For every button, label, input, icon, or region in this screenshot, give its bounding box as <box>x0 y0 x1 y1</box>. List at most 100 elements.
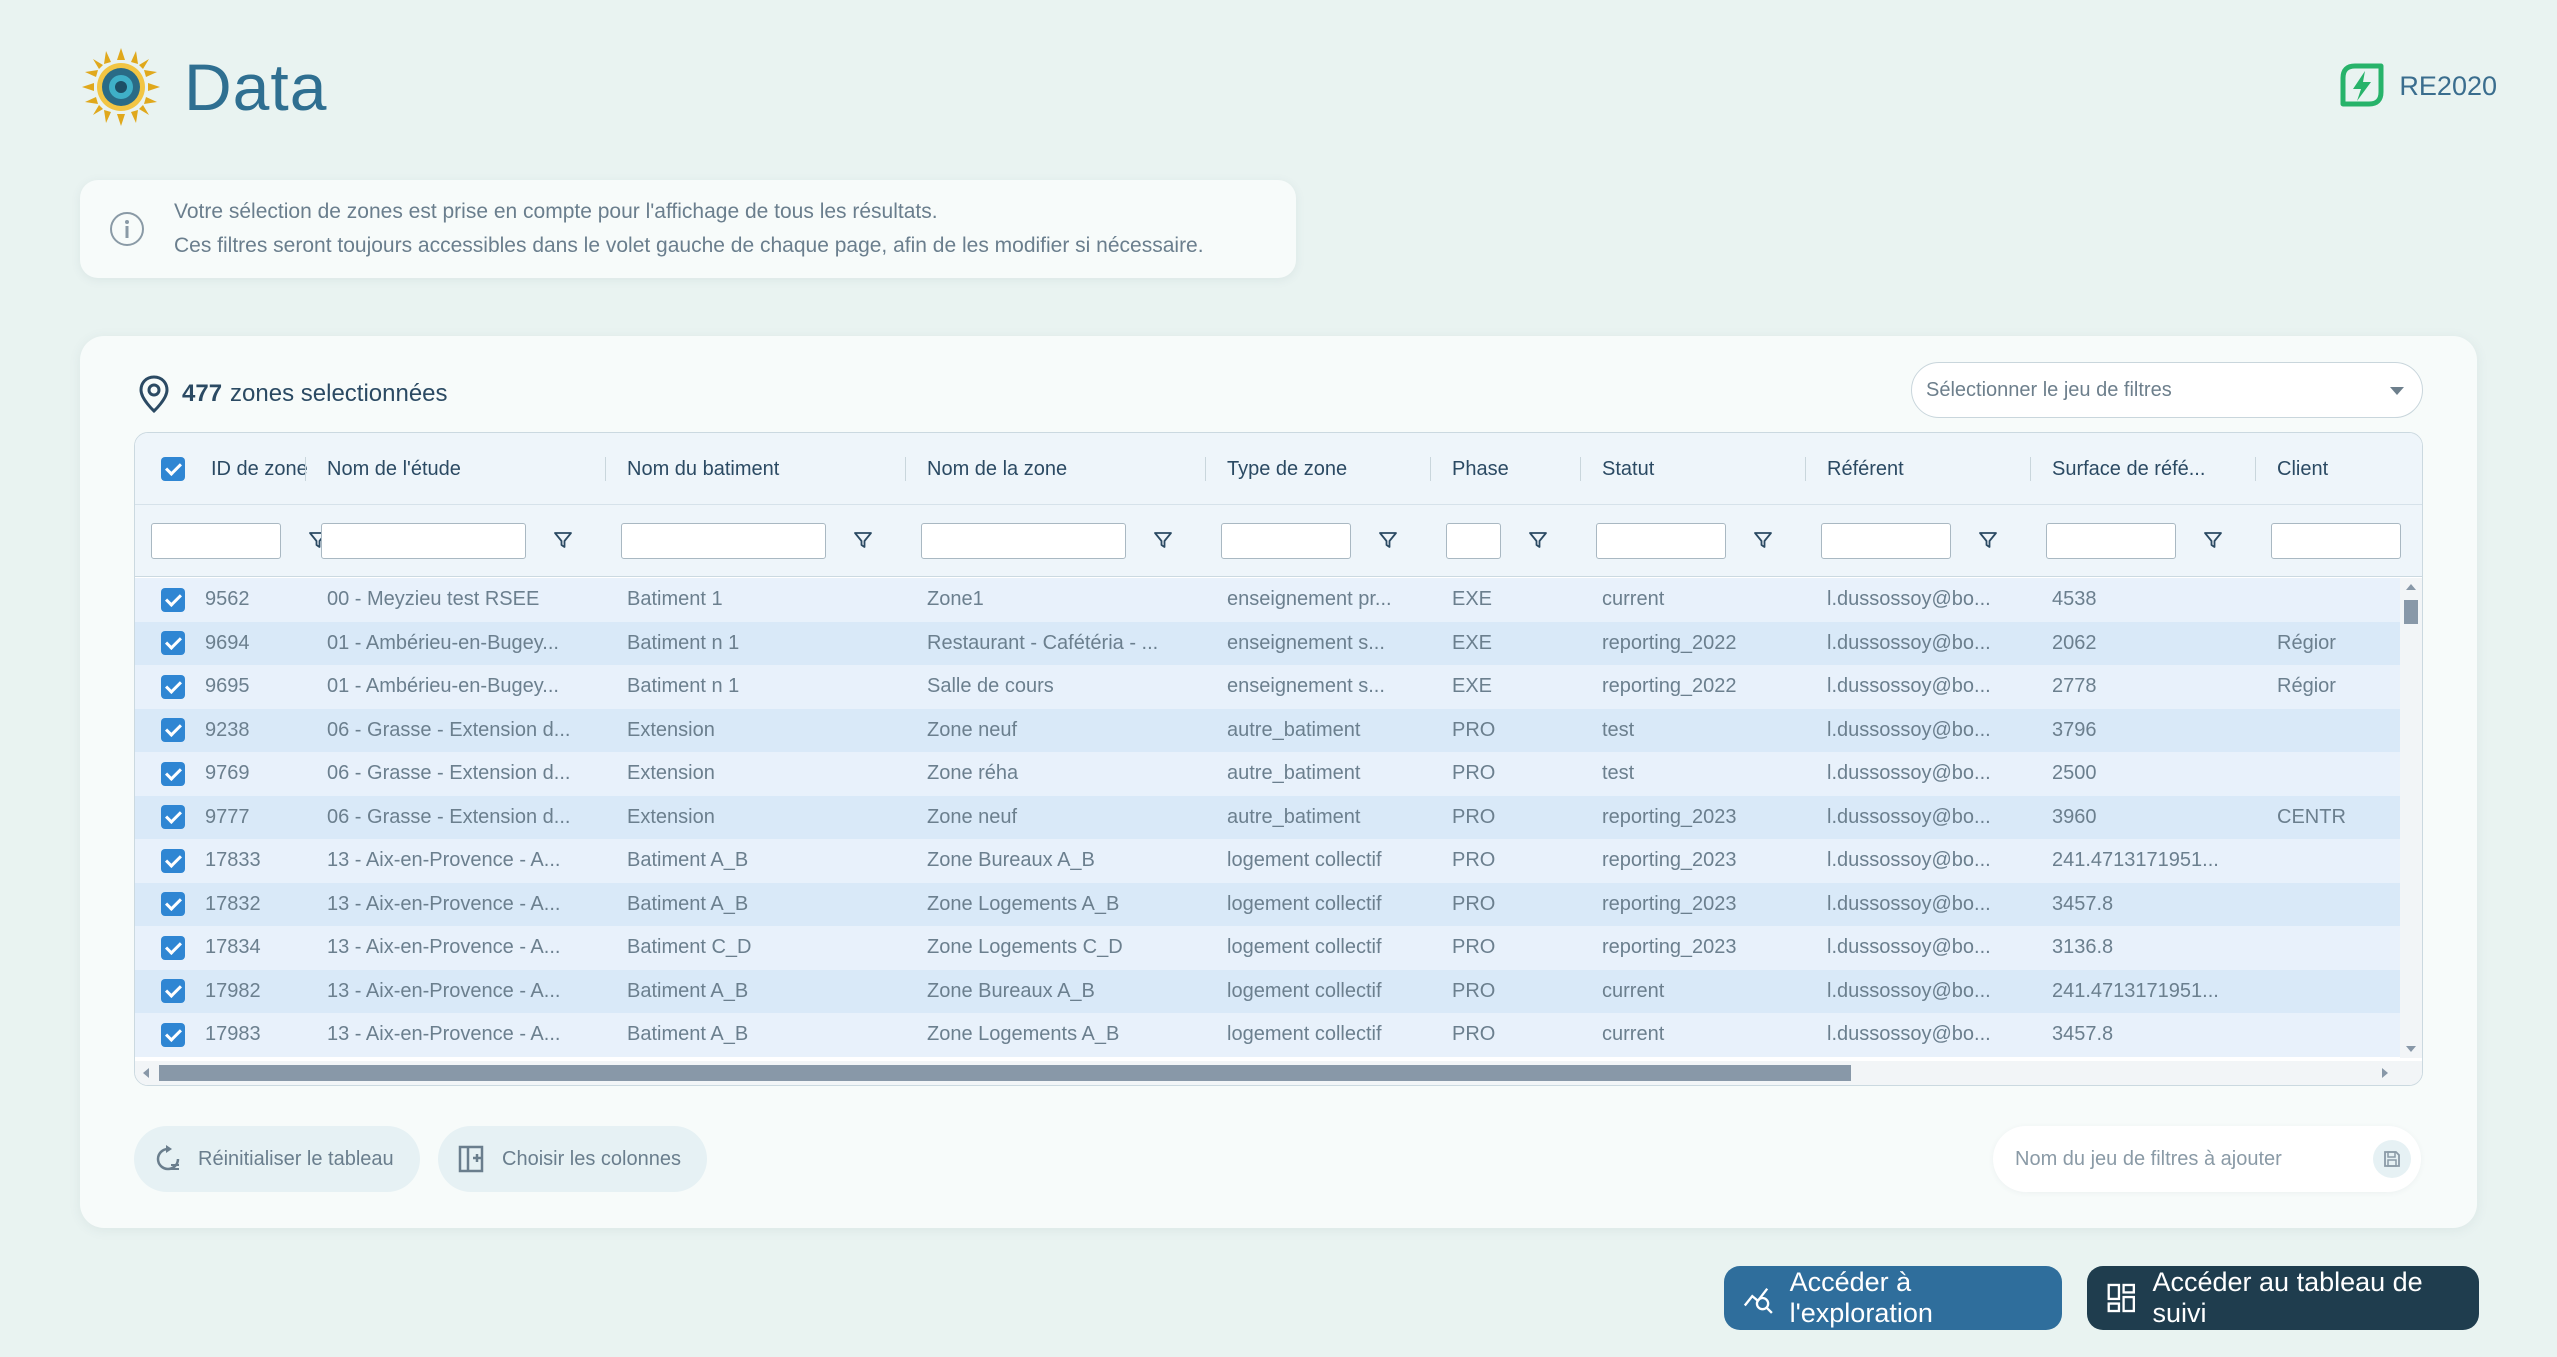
column-separator[interactable] <box>2030 457 2031 481</box>
table-cell-text: EXE <box>1452 631 1493 654</box>
table-cell: l.dussossoy@bo... <box>1827 796 2030 840</box>
column-filter-input[interactable] <box>1821 523 1951 559</box>
go-to-tracking-dashboard-button[interactable]: Accéder au tableau de suivi <box>2087 1266 2479 1330</box>
column-separator[interactable] <box>605 457 606 481</box>
row-checkbox[interactable] <box>161 674 185 699</box>
table-cell-text: enseignement pr... <box>1227 588 1392 611</box>
column-header-label: ID de zone <box>211 457 308 480</box>
column-header[interactable]: Nom de la zone <box>927 433 1205 505</box>
column-filter-input[interactable] <box>2271 523 2401 559</box>
filter-icon[interactable] <box>2202 529 2224 551</box>
table-row[interactable]: 9562 00 - Meyzieu test RSEE Batiment 1 Zone… <box>135 578 2401 622</box>
table-cell-text: Extension <box>627 718 715 741</box>
row-checkbox[interactable] <box>161 848 185 873</box>
scroll-left-icon[interactable] <box>143 1068 149 1078</box>
table-cell: Batiment A_B <box>627 883 905 927</box>
column-filter-input[interactable] <box>621 523 826 559</box>
vertical-scrollbar[interactable] <box>2400 578 2422 1058</box>
filterset-select[interactable]: Sélectionner le jeu de filtres <box>1911 362 2423 418</box>
row-checkbox[interactable] <box>161 805 185 830</box>
save-filterset-button[interactable] <box>2373 1140 2411 1178</box>
horizontal-scroll-thumb[interactable] <box>159 1065 1851 1081</box>
table-row[interactable]: 17982 13 - Aix-en-Provence - A... Batiment… <box>135 969 2401 1013</box>
vertical-scroll-thumb[interactable] <box>2404 600 2418 624</box>
column-header[interactable]: Statut <box>1602 433 1805 505</box>
table-row[interactable]: 17832 13 - Aix-en-Provence - A... Batiment… <box>135 882 2401 927</box>
horizontal-scrollbar[interactable] <box>135 1061 2422 1085</box>
column-filter-input[interactable] <box>2046 523 2176 559</box>
column-filter-input[interactable] <box>151 523 281 559</box>
table-cell: 9694 <box>161 622 309 666</box>
table-cell-text: 00 - Meyzieu test RSEE <box>327 588 540 611</box>
filter-icon[interactable] <box>1527 529 1549 551</box>
column-header[interactable]: ID de zone <box>161 433 309 505</box>
row-checkbox[interactable] <box>161 631 185 656</box>
table-cell: 13 - Aix-en-Provence - A... <box>327 1013 605 1057</box>
column-header[interactable]: Nom de l'étude <box>327 433 605 505</box>
column-separator[interactable] <box>1580 457 1581 481</box>
column-separator[interactable] <box>905 457 906 481</box>
go-to-exploration-button[interactable]: Accéder à l'exploration <box>1724 1266 2062 1330</box>
column-separator[interactable] <box>1430 457 1431 481</box>
table-cell: PRO <box>1452 1013 1580 1057</box>
re2020-badge[interactable]: RE2020 <box>2333 58 2497 114</box>
filter-icon[interactable] <box>852 529 874 551</box>
column-filter-input[interactable] <box>921 523 1126 559</box>
choose-columns-button[interactable]: Choisir les colonnes <box>438 1126 707 1192</box>
table-row[interactable]: 9695 01 - Ambérieu-en-Bugey... Batiment n … <box>135 665 2401 709</box>
select-all-checkbox[interactable] <box>161 457 185 481</box>
filterset-name-input[interactable]: Nom du jeu de filtres à ajouter <box>1993 1126 2421 1192</box>
table-cell: 3457.8 <box>2052 883 2255 927</box>
table-cell: Batiment A_B <box>627 1013 905 1057</box>
table-cell-text: 06 - Grasse - Extension d... <box>327 805 571 828</box>
filter-icon[interactable] <box>1152 529 1174 551</box>
row-checkbox[interactable] <box>161 979 185 1004</box>
table-row[interactable]: 17983 13 - Aix-en-Provence - A... Batiment… <box>135 1013 2401 1057</box>
table-cell-text: 3457.8 <box>2052 892 2114 915</box>
column-separator[interactable] <box>2255 457 2256 481</box>
table-cell: reporting_2023 <box>1602 883 1805 927</box>
column-separator[interactable] <box>1205 457 1206 481</box>
row-checkbox[interactable] <box>161 587 185 612</box>
table-row[interactable]: 9238 06 - Grasse - Extension d... Extensio… <box>135 708 2401 752</box>
column-filter-input[interactable] <box>1221 523 1351 559</box>
table-cell-text: 13 - Aix-en-Provence - A... <box>327 979 561 1002</box>
column-separator[interactable] <box>1805 457 1806 481</box>
row-checkbox[interactable] <box>161 892 185 917</box>
column-header[interactable]: Nom du batiment <box>627 433 905 505</box>
filter-icon[interactable] <box>1377 529 1399 551</box>
filter-icon[interactable] <box>1752 529 1774 551</box>
table-cell-text: 17983 <box>205 1023 261 1046</box>
scroll-up-icon[interactable] <box>2406 584 2416 590</box>
row-checkbox[interactable] <box>161 1022 185 1047</box>
table-row[interactable]: 17833 13 - Aix-en-Provence - A... Batiment… <box>135 839 2401 883</box>
column-filter-input[interactable] <box>321 523 526 559</box>
table-row[interactable]: 9694 01 - Ambérieu-en-Bugey... Batiment n … <box>135 621 2401 666</box>
column-filter-input[interactable] <box>1446 523 1501 559</box>
table-cell-text: 13 - Aix-en-Provence - A... <box>327 936 561 959</box>
go-to-tracking-dashboard-label: Accéder au tableau de suivi <box>2152 1267 2423 1328</box>
scroll-down-icon[interactable] <box>2406 1046 2416 1052</box>
column-header[interactable]: Phase <box>1452 433 1580 505</box>
filter-icon[interactable] <box>552 529 574 551</box>
table-cell-text: PRO <box>1452 936 1496 959</box>
table-cell-text: logement collectif <box>1227 1023 1382 1046</box>
filter-icon[interactable] <box>1977 529 1999 551</box>
row-checkbox[interactable] <box>161 935 185 960</box>
column-header[interactable]: Surface de réfé... <box>2052 433 2255 505</box>
column-header[interactable]: Client <box>2277 433 2422 505</box>
row-checkbox[interactable] <box>161 718 185 743</box>
table-cell: Zone Logements C_D <box>927 926 1205 970</box>
column-header[interactable]: Référent <box>1827 433 2030 505</box>
table-row[interactable]: 9769 06 - Grasse - Extension d... Extensio… <box>135 752 2401 796</box>
reset-table-button[interactable]: Réinitialiser le tableau <box>134 1126 420 1192</box>
scroll-right-icon[interactable] <box>2382 1068 2388 1078</box>
column-separator[interactable] <box>305 457 306 481</box>
column-filter-input[interactable] <box>1596 523 1726 559</box>
table-cell: Batiment 1 <box>627 578 905 622</box>
table-row[interactable]: 9777 06 - Grasse - Extension d... Extensio… <box>135 795 2401 840</box>
table-cell: l.dussossoy@bo... <box>1827 926 2030 970</box>
row-checkbox[interactable] <box>161 761 185 786</box>
table-row[interactable]: 17834 13 - Aix-en-Provence - A... Batiment… <box>135 926 2401 970</box>
column-header[interactable]: Type de zone <box>1227 433 1430 505</box>
